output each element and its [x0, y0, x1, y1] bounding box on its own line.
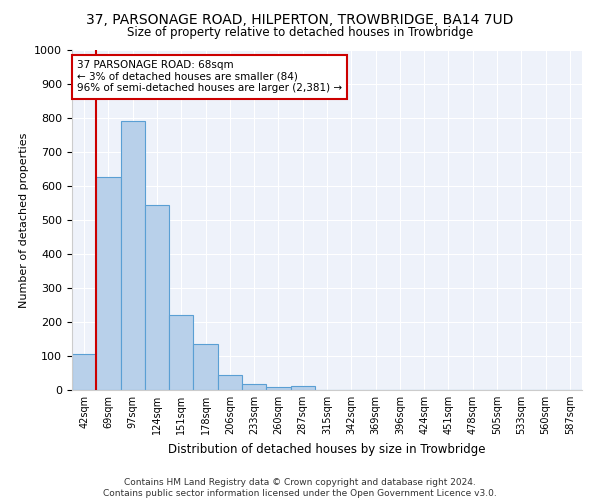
- Bar: [121, 122, 145, 390]
- Text: Size of property relative to detached houses in Trowbridge: Size of property relative to detached ho…: [127, 26, 473, 39]
- Text: Contains HM Land Registry data © Crown copyright and database right 2024.
Contai: Contains HM Land Registry data © Crown c…: [103, 478, 497, 498]
- Bar: [72, 354, 96, 390]
- Text: 37, PARSONAGE ROAD, HILPERTON, TROWBRIDGE, BA14 7UD: 37, PARSONAGE ROAD, HILPERTON, TROWBRIDG…: [86, 12, 514, 26]
- Bar: [242, 384, 266, 390]
- Bar: [145, 204, 169, 390]
- Bar: [193, 344, 218, 390]
- Bar: [96, 178, 121, 390]
- Bar: [290, 386, 315, 390]
- X-axis label: Distribution of detached houses by size in Trowbridge: Distribution of detached houses by size …: [168, 442, 486, 456]
- Y-axis label: Number of detached properties: Number of detached properties: [19, 132, 29, 308]
- Text: 37 PARSONAGE ROAD: 68sqm
← 3% of detached houses are smaller (84)
96% of semi-de: 37 PARSONAGE ROAD: 68sqm ← 3% of detache…: [77, 60, 342, 94]
- Bar: [266, 386, 290, 390]
- Bar: [218, 376, 242, 390]
- Bar: [169, 314, 193, 390]
